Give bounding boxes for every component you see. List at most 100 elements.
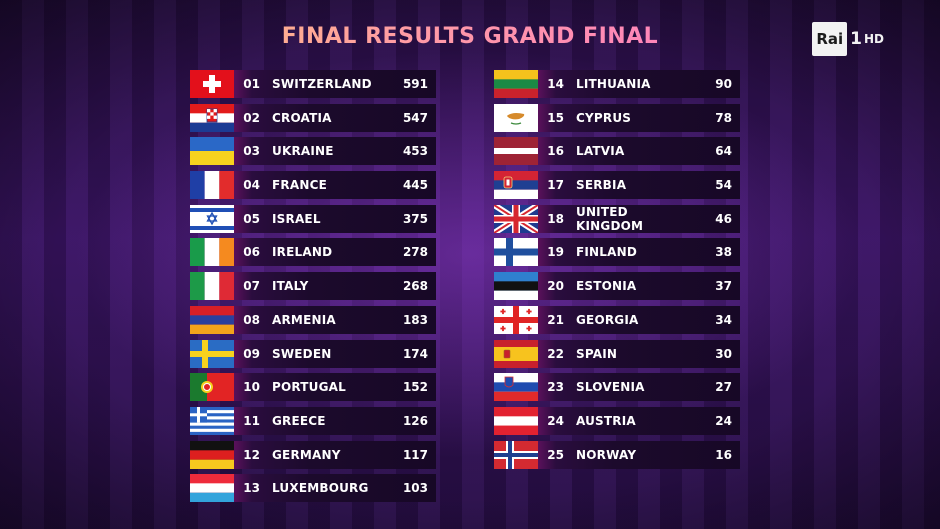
croatia-flag-icon <box>190 103 234 132</box>
result-rank: 19 <box>547 245 564 260</box>
results-column-left: 01 SWITZERLAND 591 02 CROATIA 547 03 UKR… <box>190 70 436 508</box>
result-row: 06 IRELAND 278 <box>190 238 436 267</box>
greece-flag-icon <box>190 406 234 435</box>
result-country: IRELAND <box>272 245 333 260</box>
result-country: SWITZERLAND <box>272 77 372 91</box>
result-country: UNITED KINGDOM <box>576 204 644 233</box>
result-rank: 05 <box>243 211 260 226</box>
result-rank: 07 <box>243 279 260 294</box>
result-row: 05 ISRAEL 375 <box>190 204 436 233</box>
result-points: 38 <box>715 245 732 260</box>
logo-brand: Rai <box>812 22 848 56</box>
result-row: 20 ESTONIA 37 <box>494 272 740 301</box>
result-rank: 13 <box>243 481 260 496</box>
ireland-flag-icon <box>190 238 234 267</box>
result-points: 78 <box>715 110 732 125</box>
slovenia-flag-icon <box>494 373 538 402</box>
result-country: SERBIA <box>576 178 627 193</box>
portugal-flag-icon <box>190 373 234 402</box>
result-points: 27 <box>715 380 732 395</box>
norway-flag-icon <box>494 440 538 469</box>
result-points: 445 <box>402 178 428 193</box>
result-rank: 10 <box>243 380 260 395</box>
result-rank: 02 <box>243 110 260 125</box>
lithuania-flag-icon <box>494 70 538 98</box>
result-row: 19 FINLAND 38 <box>494 238 740 267</box>
result-country: LITHUANIA <box>576 77 651 91</box>
result-country: ITALY <box>272 279 309 294</box>
result-row: 01 SWITZERLAND 591 <box>190 70 436 98</box>
sweden-flag-icon <box>190 339 234 368</box>
result-points: 37 <box>715 279 732 294</box>
result-row: 08 ARMENIA 183 <box>190 305 436 334</box>
result-country: ARMENIA <box>272 312 336 327</box>
result-row: 13 LUXEMBOURG 103 <box>190 474 436 503</box>
finland-flag-icon <box>494 238 538 267</box>
result-rank: 23 <box>547 380 564 395</box>
channel-logo: Rai 1 HD <box>812 22 884 56</box>
result-points: 16 <box>715 447 732 462</box>
result-country: SWEDEN <box>272 346 332 361</box>
result-points: 453 <box>402 144 428 159</box>
austria-flag-icon <box>494 406 538 435</box>
result-rank: 21 <box>547 312 564 327</box>
result-points: 64 <box>715 144 732 159</box>
result-points: 183 <box>402 312 428 327</box>
result-points: 54 <box>715 178 732 193</box>
switzerland-flag-icon <box>190 70 234 98</box>
latvia-flag-icon <box>494 137 538 166</box>
armenia-flag-icon <box>190 305 234 334</box>
result-country: CROATIA <box>272 110 332 125</box>
result-row: 12 GERMANY 117 <box>190 440 436 469</box>
result-row: 17 SERBIA 54 <box>494 171 740 200</box>
estonia-flag-icon <box>494 272 538 301</box>
result-country: GREECE <box>272 413 326 428</box>
result-row: 14 LITHUANIA 90 <box>494 70 740 98</box>
result-rank: 04 <box>243 178 260 193</box>
result-rank: 09 <box>243 346 260 361</box>
result-points: 152 <box>402 380 428 395</box>
cyprus-flag-icon <box>494 103 538 132</box>
page-title: FINAL RESULTS GRAND FINAL <box>0 24 940 49</box>
result-points: 117 <box>402 447 428 462</box>
result-country: GERMANY <box>272 447 341 462</box>
result-country: CYPRUS <box>576 110 632 125</box>
result-row: 04 FRANCE 445 <box>190 171 436 200</box>
result-country: NORWAY <box>576 447 637 462</box>
result-rank: 16 <box>547 144 564 159</box>
result-country: SLOVENIA <box>576 380 645 395</box>
serbia-flag-icon <box>494 171 538 200</box>
result-rank: 01 <box>243 77 260 91</box>
result-country: GEORGIA <box>576 312 639 327</box>
logo-channel: 1 <box>850 29 862 49</box>
result-country: ESTONIA <box>576 279 637 294</box>
result-rank: 25 <box>547 447 564 462</box>
result-row: 02 CROATIA 547 <box>190 103 436 132</box>
result-row: 16 LATVIA 64 <box>494 137 740 166</box>
result-rank: 11 <box>243 413 260 428</box>
result-country: AUSTRIA <box>576 413 636 428</box>
result-country: FINLAND <box>576 245 638 260</box>
result-rank: 24 <box>547 413 564 428</box>
result-country: LUXEMBOURG <box>272 481 369 496</box>
result-rank: 15 <box>547 110 564 125</box>
result-points: 591 <box>402 77 428 91</box>
israel-flag-icon <box>190 204 234 233</box>
result-points: 268 <box>402 279 428 294</box>
result-points: 46 <box>715 211 732 226</box>
germany-flag-icon <box>190 440 234 469</box>
result-rank: 22 <box>547 346 564 361</box>
georgia-flag-icon <box>494 305 538 334</box>
result-country: PORTUGAL <box>272 380 347 395</box>
result-points: 24 <box>715 413 732 428</box>
result-rank: 08 <box>243 312 260 327</box>
result-rank: 20 <box>547 279 564 294</box>
result-row: 03 UKRAINE 453 <box>190 137 436 166</box>
result-row: 24 AUSTRIA 24 <box>494 406 740 435</box>
result-country: SPAIN <box>576 346 618 361</box>
result-points: 103 <box>402 481 428 496</box>
result-row: 11 GREECE 126 <box>190 406 436 435</box>
spain-flag-icon <box>494 339 538 368</box>
france-flag-icon <box>190 171 234 200</box>
